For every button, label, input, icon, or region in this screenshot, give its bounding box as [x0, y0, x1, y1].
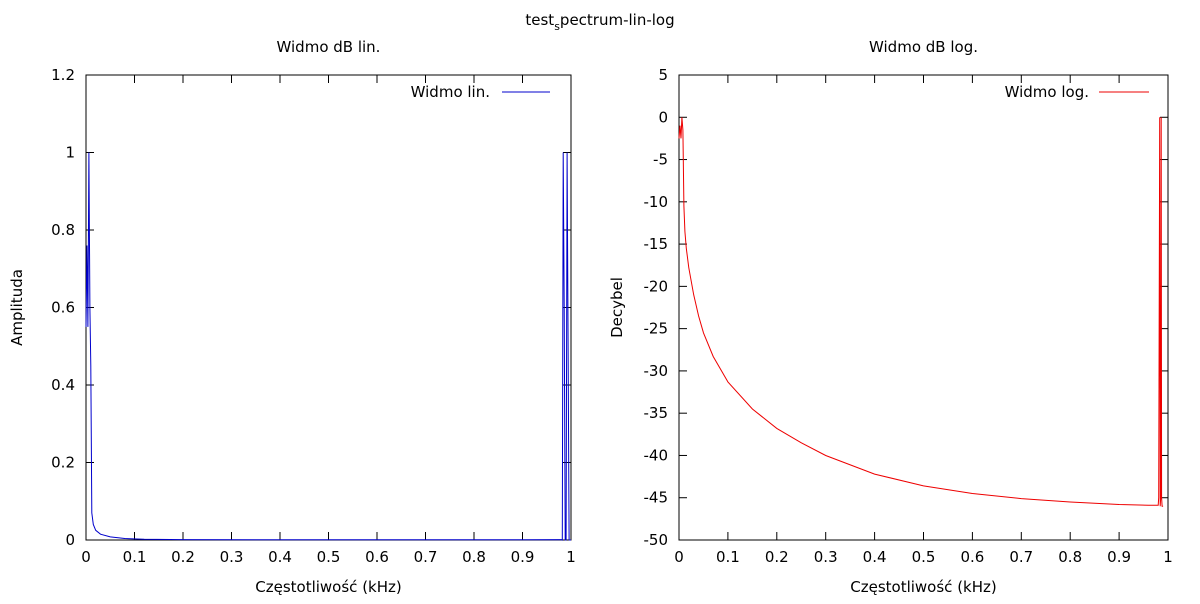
- y-tick-label: 0.6: [51, 299, 75, 317]
- x-tick-label: 0.1: [716, 548, 740, 566]
- y-tick-label: 1.2: [51, 66, 75, 84]
- y-tick-label: -20: [644, 277, 669, 295]
- y-tick-label: 0: [658, 108, 668, 126]
- x-tick-label: 0.9: [1107, 548, 1131, 566]
- x-tick-label: 0.6: [960, 548, 984, 566]
- x-tick-label: 0.1: [123, 548, 147, 566]
- figure-title-rest: pectrum-lin-log: [560, 11, 675, 29]
- legend-label: Widmo lin.: [411, 83, 490, 101]
- x-tick-label: 0.2: [171, 548, 195, 566]
- x-tick-label: 0.3: [220, 548, 244, 566]
- figure-title-subscript: s: [554, 20, 560, 33]
- x-tick-label: 0.3: [814, 548, 838, 566]
- y-tick-label: 0.4: [51, 376, 75, 394]
- x-axis-label: Częstotliwość (kHz): [255, 578, 401, 596]
- legend-label: Widmo log.: [1005, 83, 1089, 101]
- y-tick-label: -40: [644, 446, 669, 464]
- y-tick-label: -25: [644, 320, 669, 338]
- x-tick-label: 0.5: [912, 548, 936, 566]
- x-tick-label: 0.7: [414, 548, 438, 566]
- chart-title: Widmo dB log.: [869, 38, 978, 56]
- y-tick-label: 0.2: [51, 454, 75, 472]
- plot-border: [678, 74, 1169, 541]
- x-tick-label: 0.4: [268, 548, 292, 566]
- figure-title-main: test: [525, 11, 554, 29]
- y-tick-label: -5: [653, 151, 668, 169]
- x-tick-label: 0.5: [317, 548, 341, 566]
- y-tick-label: 5: [658, 66, 668, 84]
- y-tick-label: -30: [644, 362, 669, 380]
- x-tick-label: 0.4: [863, 548, 887, 566]
- y-tick-label: 0: [65, 531, 75, 549]
- x-tick-label: 0.2: [765, 548, 789, 566]
- y-axis-label: Decybel: [608, 277, 626, 338]
- x-tick-label: 0.7: [1009, 548, 1033, 566]
- y-tick-label: 0.8: [51, 221, 75, 239]
- y-axis-label: Amplituda: [8, 269, 26, 346]
- x-tick-label: 0.8: [462, 548, 486, 566]
- y-tick-label: -50: [644, 531, 669, 549]
- series-line: [85, 152, 571, 541]
- x-tick-label: 0: [674, 548, 684, 566]
- x-tick-label: 0: [81, 548, 91, 566]
- y-tick-label: -45: [644, 489, 669, 507]
- y-tick-label: 1: [65, 144, 75, 162]
- x-tick-label: 1: [1163, 548, 1173, 566]
- x-tick-label: 0.8: [1058, 548, 1082, 566]
- series-line: [678, 117, 1164, 507]
- chart-title: Widmo dB lin.: [277, 38, 381, 56]
- y-tick-label: -35: [644, 404, 669, 422]
- figure-title: testspectrum-lin-log: [525, 11, 674, 33]
- x-tick-label: 0.6: [365, 548, 389, 566]
- x-tick-label: 0.9: [511, 548, 535, 566]
- plot-border: [85, 74, 572, 541]
- x-tick-label: 1: [566, 548, 576, 566]
- y-tick-label: -10: [644, 193, 669, 211]
- x-axis-label: Częstotliwość (kHz): [850, 578, 996, 596]
- y-tick-label: -15: [644, 235, 669, 253]
